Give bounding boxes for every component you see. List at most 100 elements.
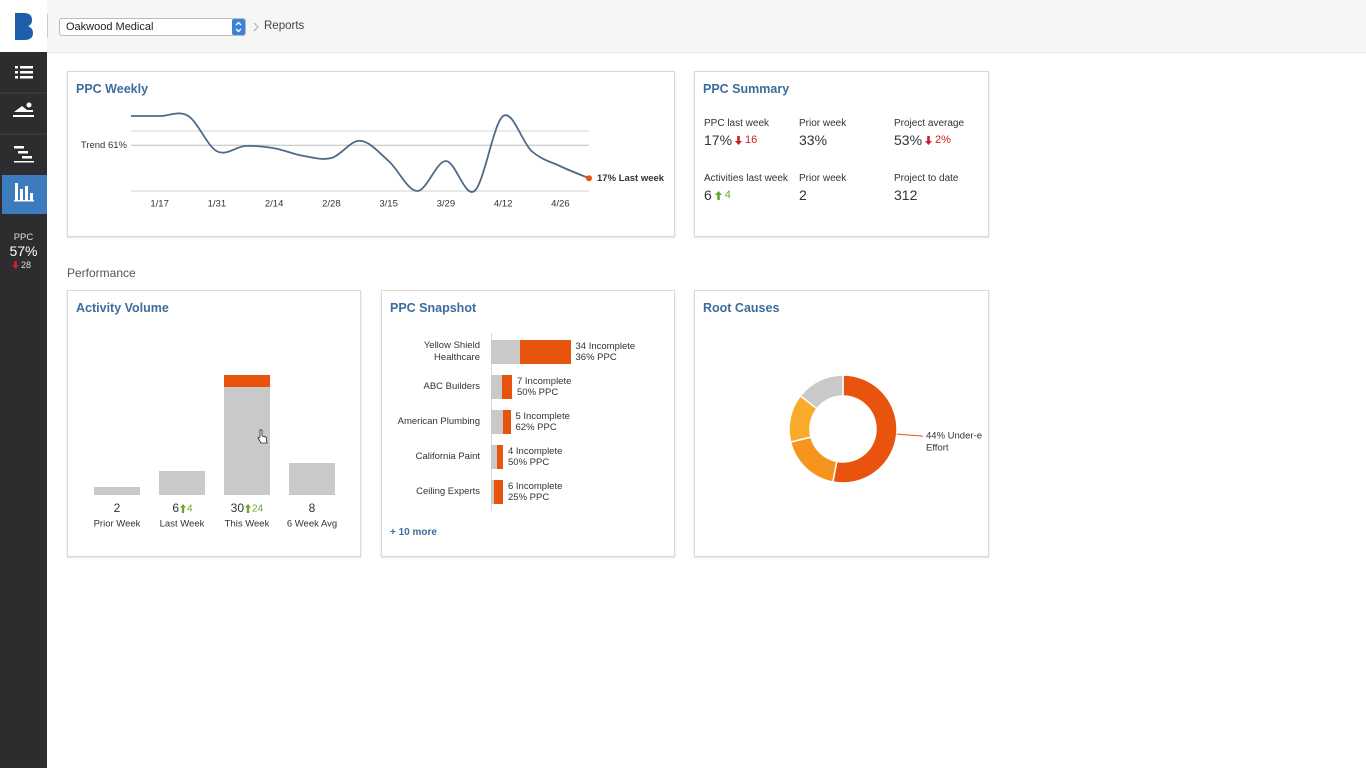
breadcrumb[interactable]: Reports — [264, 20, 305, 32]
nav-active[interactable] — [2, 175, 47, 214]
change-arrow — [180, 504, 186, 513]
x-tick-label: Last Week — [160, 519, 205, 530]
x-tick-label: 1/31 — [208, 199, 227, 210]
summary-number: 312 — [894, 187, 918, 203]
last-point — [586, 175, 592, 182]
breadcrumb-chevron — [253, 22, 259, 32]
ppc-change: 28 — [12, 260, 31, 270]
cursor — [257, 429, 268, 444]
line — [130, 112, 590, 193]
category-label: Yellow Shield Healthcare — [423, 340, 480, 363]
annotation: 44% Under-e — [926, 431, 982, 442]
summary-label: Prior week — [799, 173, 847, 184]
line-chart: Trend 61% 1/17 1/31 2/14 2/28 3/15 3/29 4/12 4/2… — [81, 112, 665, 210]
incomplete-label: 5 Incomplete — [515, 411, 570, 422]
category-label: ABC Builders — [423, 381, 481, 392]
select-arrows — [232, 19, 245, 35]
category-label: Ceiling Experts — [416, 486, 480, 497]
bar-labels: 5 Incomplete 62% PPC — [516, 411, 570, 433]
summary-label: Prior week — [799, 118, 847, 129]
down-arrow — [735, 135, 743, 145]
barh-chart: Yellow Shield Healthcare 34 Incomplete 36%… — [382, 291, 674, 556]
summary-value: 33% — [799, 132, 827, 148]
more-link[interactable]: + 10 more — [390, 527, 437, 538]
bar — [289, 463, 335, 495]
bar-labels: 6 Incomplete 25% PPC — [508, 481, 562, 503]
summary-value: 312 — [894, 187, 917, 203]
x-tick-label: 3/29 — [437, 199, 456, 210]
nav-swim[interactable] — [13, 102, 34, 118]
ppc-label: 50% PPC — [508, 457, 550, 468]
summary-number: 6 — [704, 187, 712, 203]
ppc-weekly-panel: PPC Weekly Trend 61% 1/17 1/31 2/14 2/28 3/15… — [67, 71, 675, 237]
snapshot-panel: PPC Snapshot Yellow Shield Healthcare 34 … — [381, 290, 675, 557]
bar-change: 24 — [252, 504, 264, 515]
sidebar: PPC 57% 28 — [0, 52, 47, 768]
panel-title: PPC Summary — [703, 82, 790, 96]
bar-value: 8 — [309, 501, 316, 515]
top-bar: Oakwood Medical Reports — [0, 0, 1366, 53]
summary-number: 53% — [894, 132, 923, 148]
incomplete-label: 4 Incomplete — [508, 446, 563, 457]
nav-gantt[interactable] — [14, 146, 34, 163]
summary-change: 4 — [724, 189, 731, 201]
bar-segment — [491, 480, 494, 504]
arrow — [245, 504, 251, 513]
arrow — [12, 261, 19, 269]
ppc-value: 57% — [9, 243, 38, 259]
summary-value: 53% 2% — [894, 132, 951, 148]
project-select[interactable]: Oakwood Medical — [59, 18, 246, 36]
ppc-summary-panel: PPC Summary PPC last week 17% 16 Prior week… — [694, 71, 989, 237]
chevron — [253, 22, 259, 32]
bar-segment — [491, 445, 497, 469]
down-arrow — [925, 135, 933, 145]
nav-list[interactable] — [15, 66, 33, 79]
summary-number: 2 — [799, 187, 807, 203]
leader-line — [896, 433, 924, 437]
incomplete-label: 34 Incomplete — [575, 341, 636, 352]
donut-segment — [799, 374, 844, 410]
summary-number: 33% — [799, 132, 828, 148]
bar-value: 2 — [114, 501, 121, 515]
bar-segment — [491, 340, 520, 364]
change-arrow — [245, 504, 251, 513]
bar-labels: 7 Incomplete 50% PPC — [517, 376, 571, 398]
nav-reports[interactable] — [14, 183, 34, 202]
x-tick-label: This Week — [225, 519, 270, 530]
bar-segment — [497, 445, 503, 469]
logo — [0, 0, 47, 52]
x-tick-label: 4/26 — [551, 199, 570, 210]
arrow — [735, 135, 743, 145]
logo-mark — [15, 13, 33, 40]
summary-change: 16 — [745, 134, 758, 146]
bar — [159, 471, 205, 495]
bar-segment — [501, 375, 512, 399]
arrow — [925, 135, 933, 145]
divider — [47, 14, 48, 38]
x-tick-label: 3/15 — [379, 199, 398, 210]
x-tick-label: Prior Week — [94, 519, 141, 530]
summary-number: 17% — [704, 132, 733, 148]
bar-segment — [491, 375, 502, 399]
summary-grid: PPC last week 17% 16 Prior week 33% Project a… — [695, 72, 988, 236]
summary-value: 2 — [799, 187, 807, 203]
last-label: 17% Last week — [597, 173, 665, 184]
section-label: Performance — [67, 266, 136, 280]
ppc-label: 25% PPC — [508, 492, 550, 503]
summary-value: 17% 16 — [704, 132, 757, 148]
x-tick-label: 6 Week Avg — [287, 519, 337, 530]
ppc-label: PPC — [13, 232, 34, 243]
project-name: Oakwood Medical — [66, 21, 154, 33]
summary-change: 2% — [935, 134, 951, 146]
bar-value: 30 — [231, 501, 245, 515]
bar-highlight — [224, 375, 270, 387]
down-arrow — [12, 261, 19, 269]
incomplete-label: 7 Incomplete — [517, 376, 572, 387]
category-label: American Plumbing — [397, 416, 480, 427]
x-tick-label: 1/17 — [150, 199, 169, 210]
arrow — [714, 190, 722, 200]
incomplete-label: 6 Incomplete — [508, 481, 563, 492]
